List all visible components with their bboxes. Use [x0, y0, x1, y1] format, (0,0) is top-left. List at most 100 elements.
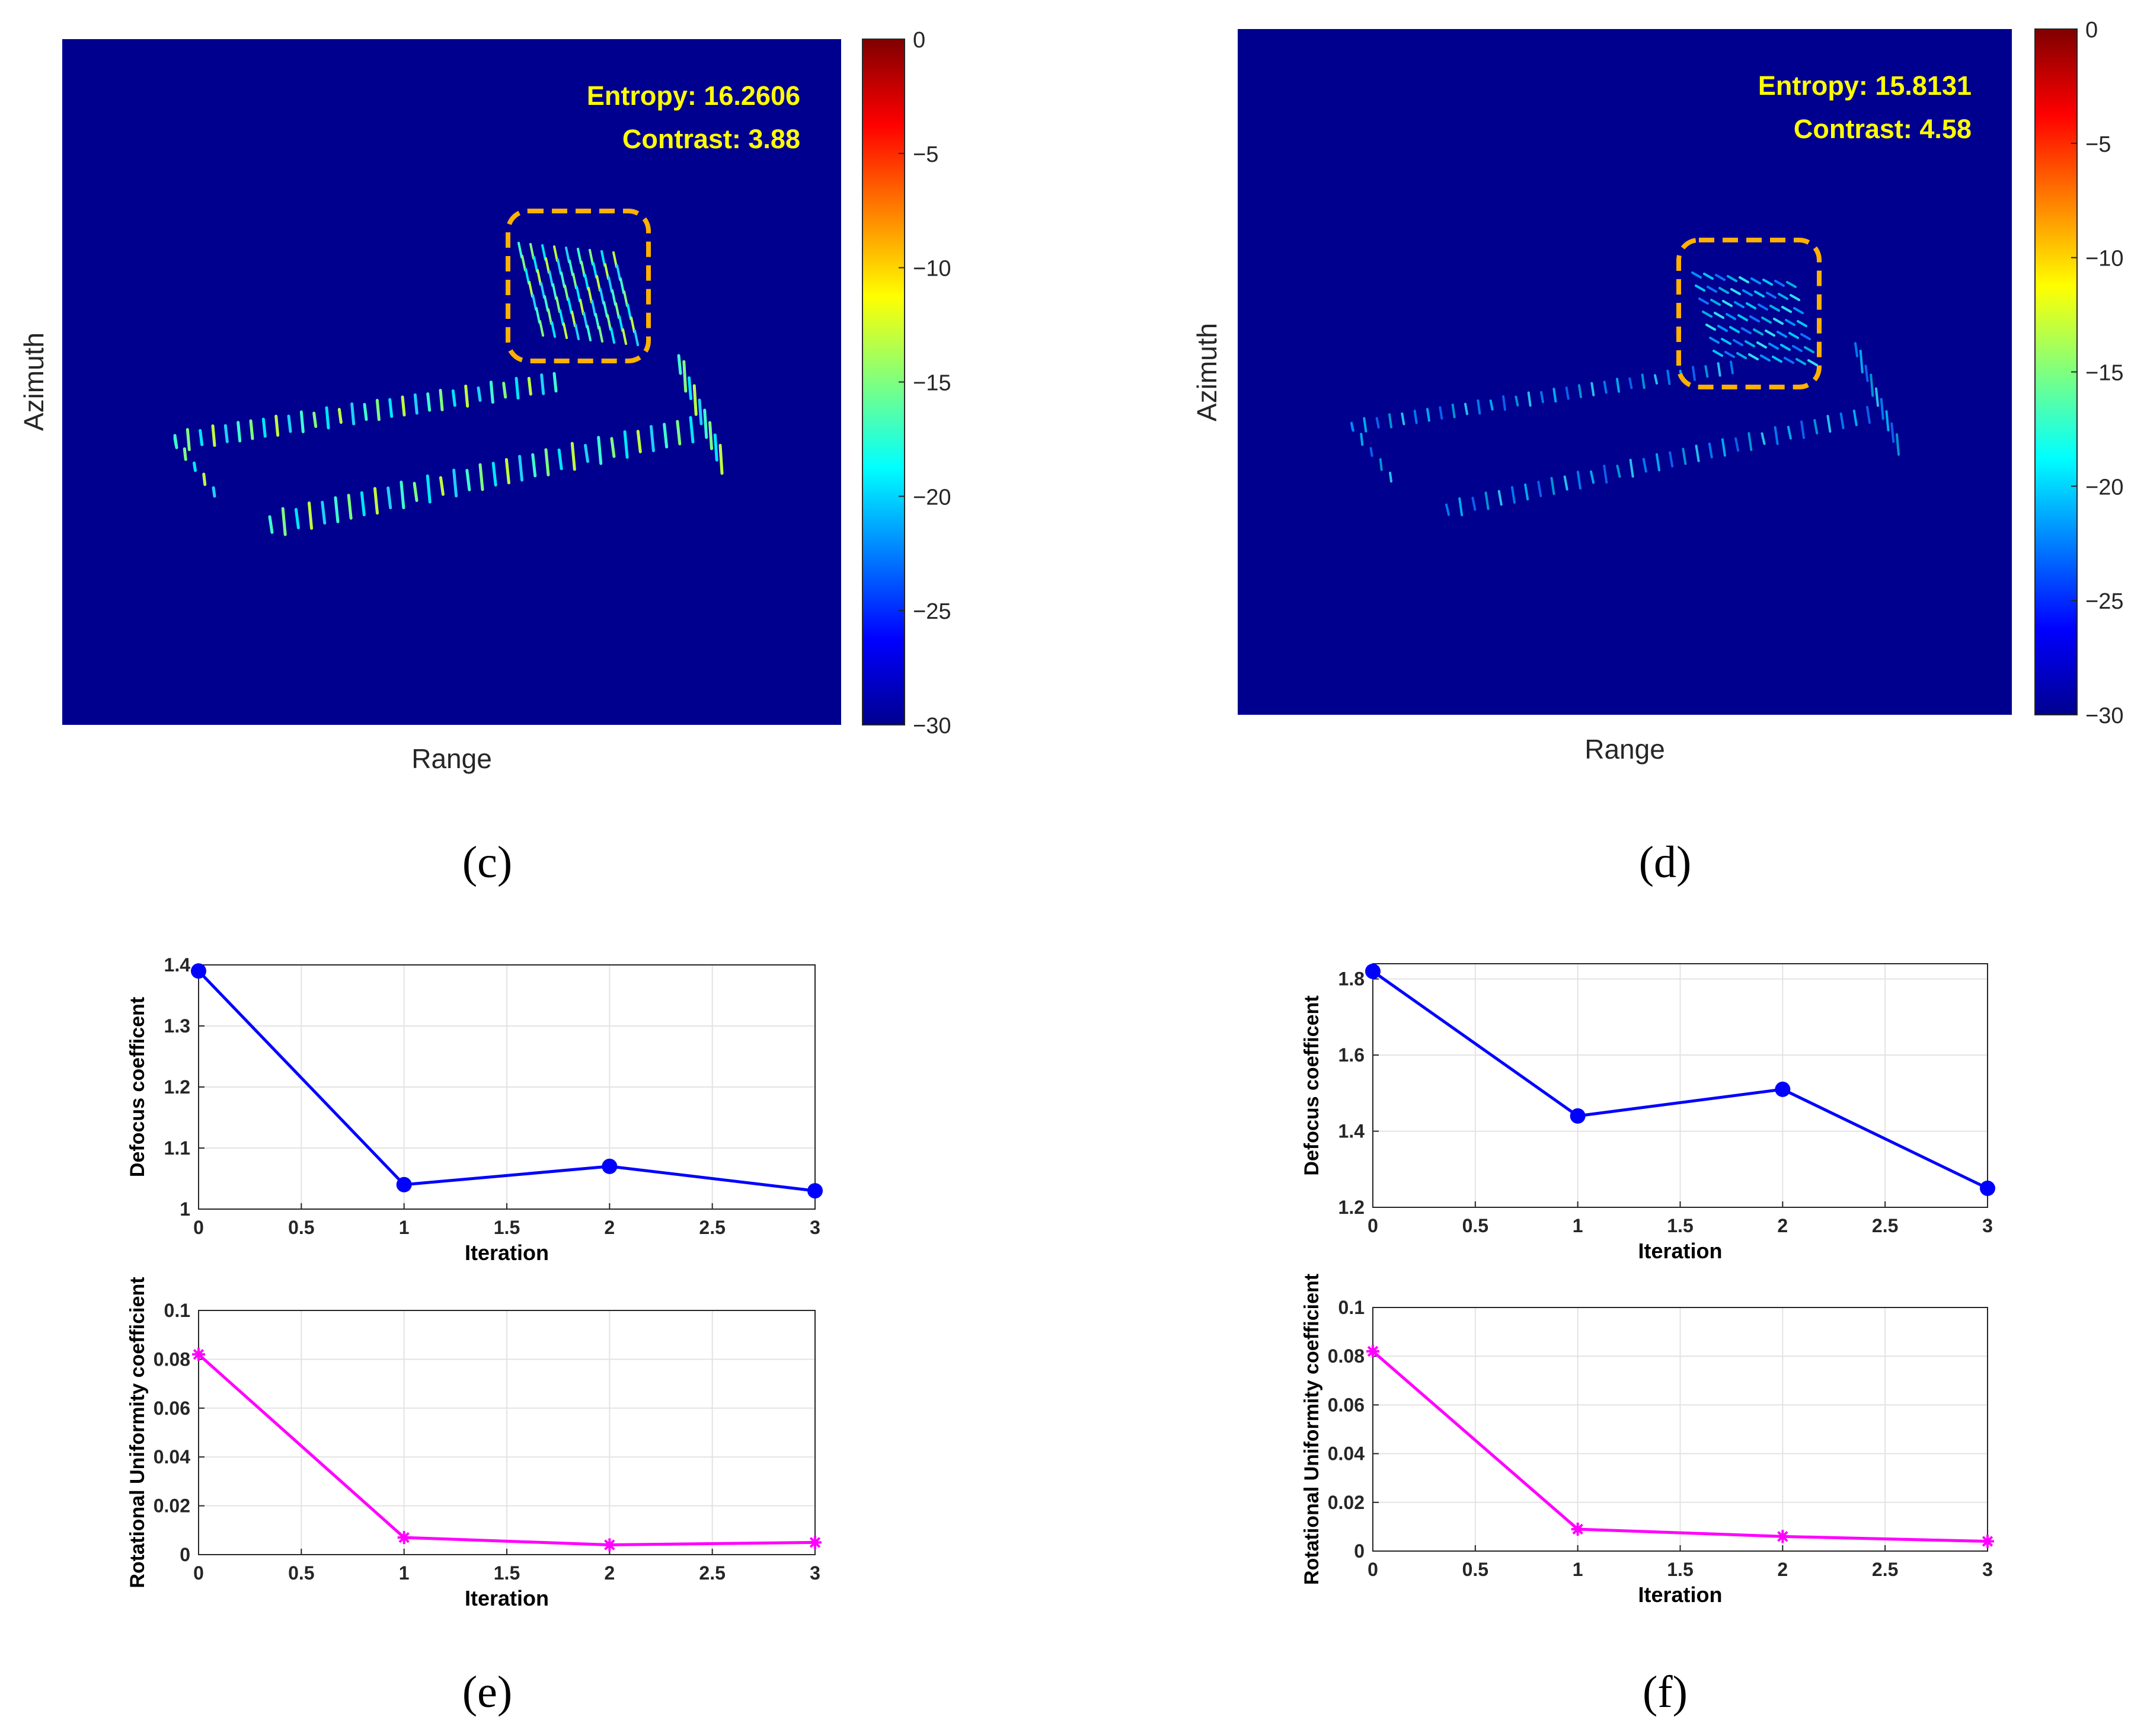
panel-d-contrast: Contrast: 4.58: [1794, 114, 1972, 144]
scatterer-streak: [1515, 395, 1519, 407]
scatterer-streak: [559, 309, 564, 326]
scatterer-streak: [1565, 386, 1570, 400]
scatterer-streak: [611, 289, 616, 306]
panel-c-scatterers: [173, 242, 724, 536]
scatterer-streak: [1628, 377, 1633, 389]
y-tick-label: 0.06: [1328, 1394, 1365, 1415]
scatterer-streak: [1603, 465, 1608, 484]
scatterer-streak: [1439, 406, 1443, 420]
scatterer-streak: [1896, 433, 1900, 456]
x-tick-label: 0.5: [288, 1217, 314, 1238]
x-tick-label: 1: [399, 1217, 410, 1238]
scatterer-streak: [1839, 412, 1845, 430]
scatterer-streak: [1379, 458, 1383, 471]
scatterer-streak: [599, 288, 605, 305]
data-point: [1571, 1523, 1584, 1536]
scatterer-streak: [618, 315, 624, 332]
colorbar-tick-label: −25: [2085, 589, 2123, 614]
scatterer-streak: [636, 430, 642, 453]
scatterer-streak: [401, 395, 406, 417]
scatterer-streak: [1788, 332, 1799, 339]
scatterer-streak: [294, 508, 300, 529]
scatterer-streak: [649, 425, 655, 452]
scatterer-streak: [1590, 470, 1595, 484]
scatterer-streak: [1748, 353, 1759, 360]
scatterer-streak: [1537, 481, 1542, 497]
scatterer-streak: [557, 448, 563, 471]
scatterer-streak: [580, 261, 586, 277]
scatterer-streak: [1726, 313, 1736, 320]
scatterer-streak: [1669, 451, 1674, 468]
scatterer-streak: [604, 263, 609, 280]
scatterer-streak: [567, 298, 573, 314]
scatterer-streak: [545, 257, 550, 274]
scatterer-streak: [1388, 413, 1392, 429]
x-tick-label: 2: [604, 1217, 615, 1238]
scatterer-streak: [676, 420, 682, 446]
y-tick-label: 1.4: [1338, 1121, 1365, 1142]
y-axis-label: Rotational Uniformity coefficient: [1301, 1274, 1323, 1585]
scatterer-streak: [1540, 391, 1544, 404]
x-tick-label: 1.5: [1667, 1559, 1693, 1580]
scatterer-streak: [616, 264, 621, 281]
scatterer-streak: [518, 455, 524, 482]
scatterer-streak: [517, 242, 523, 258]
scatterer-streak: [555, 296, 561, 313]
panel-c-colorbar-ticks: 0 −5 −10 −15 −20 −25 −30: [899, 28, 951, 738]
data-point: [1980, 1180, 1995, 1196]
data-point: [1775, 1081, 1791, 1097]
scatterer-streak: [1793, 307, 1804, 314]
series-line: [1372, 1350, 1988, 1543]
scatterer-streak: [698, 398, 703, 426]
scatterer-streak: [1730, 360, 1734, 375]
scatterer-streak: [1718, 287, 1729, 294]
scatterer-streak: [541, 244, 547, 261]
colorbar-tick-label: −10: [913, 257, 951, 282]
scatterer-streak: [489, 381, 494, 404]
scatterer-streak: [1747, 432, 1753, 451]
x-tick-label: 2: [1777, 1559, 1788, 1580]
scatterer-streak: [612, 251, 618, 268]
scatterer-streak: [688, 376, 692, 401]
y-axis-label: Defocus coefficent: [126, 997, 149, 1177]
scatterer-streak: [1629, 459, 1634, 478]
scatterer-streak: [363, 402, 368, 421]
scatterer-streak: [1721, 438, 1726, 457]
panel-c-highlight-box: [506, 209, 651, 363]
line-charts: 0 0.5 1 1.5 2 2.5 3 1 1.1 1.2 1.3 1.4 Iteration Defoc…: [126, 954, 1995, 1610]
scatterer-streak: [1721, 338, 1731, 345]
data-point-stroke: [1572, 1523, 1583, 1535]
panel-d-colorbar-ticks: 0 −5 −10 −15 −20 −25 −30: [2071, 18, 2123, 728]
scatterer-streak: [1804, 346, 1814, 353]
colorbar-tick-label: −10: [2085, 247, 2123, 271]
plot-frame: [1372, 963, 1988, 1208]
chart-panel-e: 0 0.5 1 1.5 2 2.5 3 1 1.1 1.2 1.3 1.4 Iteration Defoc…: [126, 954, 823, 1265]
y-axis-label: Defocus coefficent: [1301, 995, 1323, 1175]
scatterer-streak: [360, 491, 366, 517]
x-tick-label: 0: [193, 1562, 204, 1584]
scatterer-streak: [1710, 299, 1721, 306]
scatterer-streak: [570, 442, 576, 471]
x-tick-label: 1.5: [494, 1562, 520, 1584]
data-point: [191, 963, 206, 979]
y-tick-label: 0.1: [1338, 1297, 1365, 1318]
scatterer-streak: [1389, 471, 1392, 483]
scatterer-streak: [1761, 432, 1766, 445]
scatterer-streak: [1813, 419, 1819, 434]
scatterer-streak: [1510, 486, 1516, 504]
scatterer-streak: [1413, 410, 1418, 424]
chart-panel-f: 0 0.5 1 1.5 2 2.5 3 0 0.02 0.04 0.06 0.08 0.1 Iterati…: [1301, 1274, 1994, 1607]
scatterer-streak: [576, 286, 581, 302]
scatterer-streak: [337, 408, 343, 424]
scatterer-streak: [1616, 464, 1621, 478]
scatterer-streak: [268, 515, 274, 534]
data-point-stroke: [1777, 1531, 1788, 1542]
x-tick-label: 2: [1777, 1215, 1788, 1236]
scatterer-streak: [1774, 280, 1785, 287]
scatterer-streak: [321, 500, 327, 525]
scatterer-streak: [1484, 491, 1490, 510]
scatterer-streak: [1695, 284, 1705, 292]
scatterer-streak: [1733, 339, 1743, 346]
scatterer-streak: [1578, 384, 1582, 398]
scatterer-streak: [623, 290, 628, 307]
